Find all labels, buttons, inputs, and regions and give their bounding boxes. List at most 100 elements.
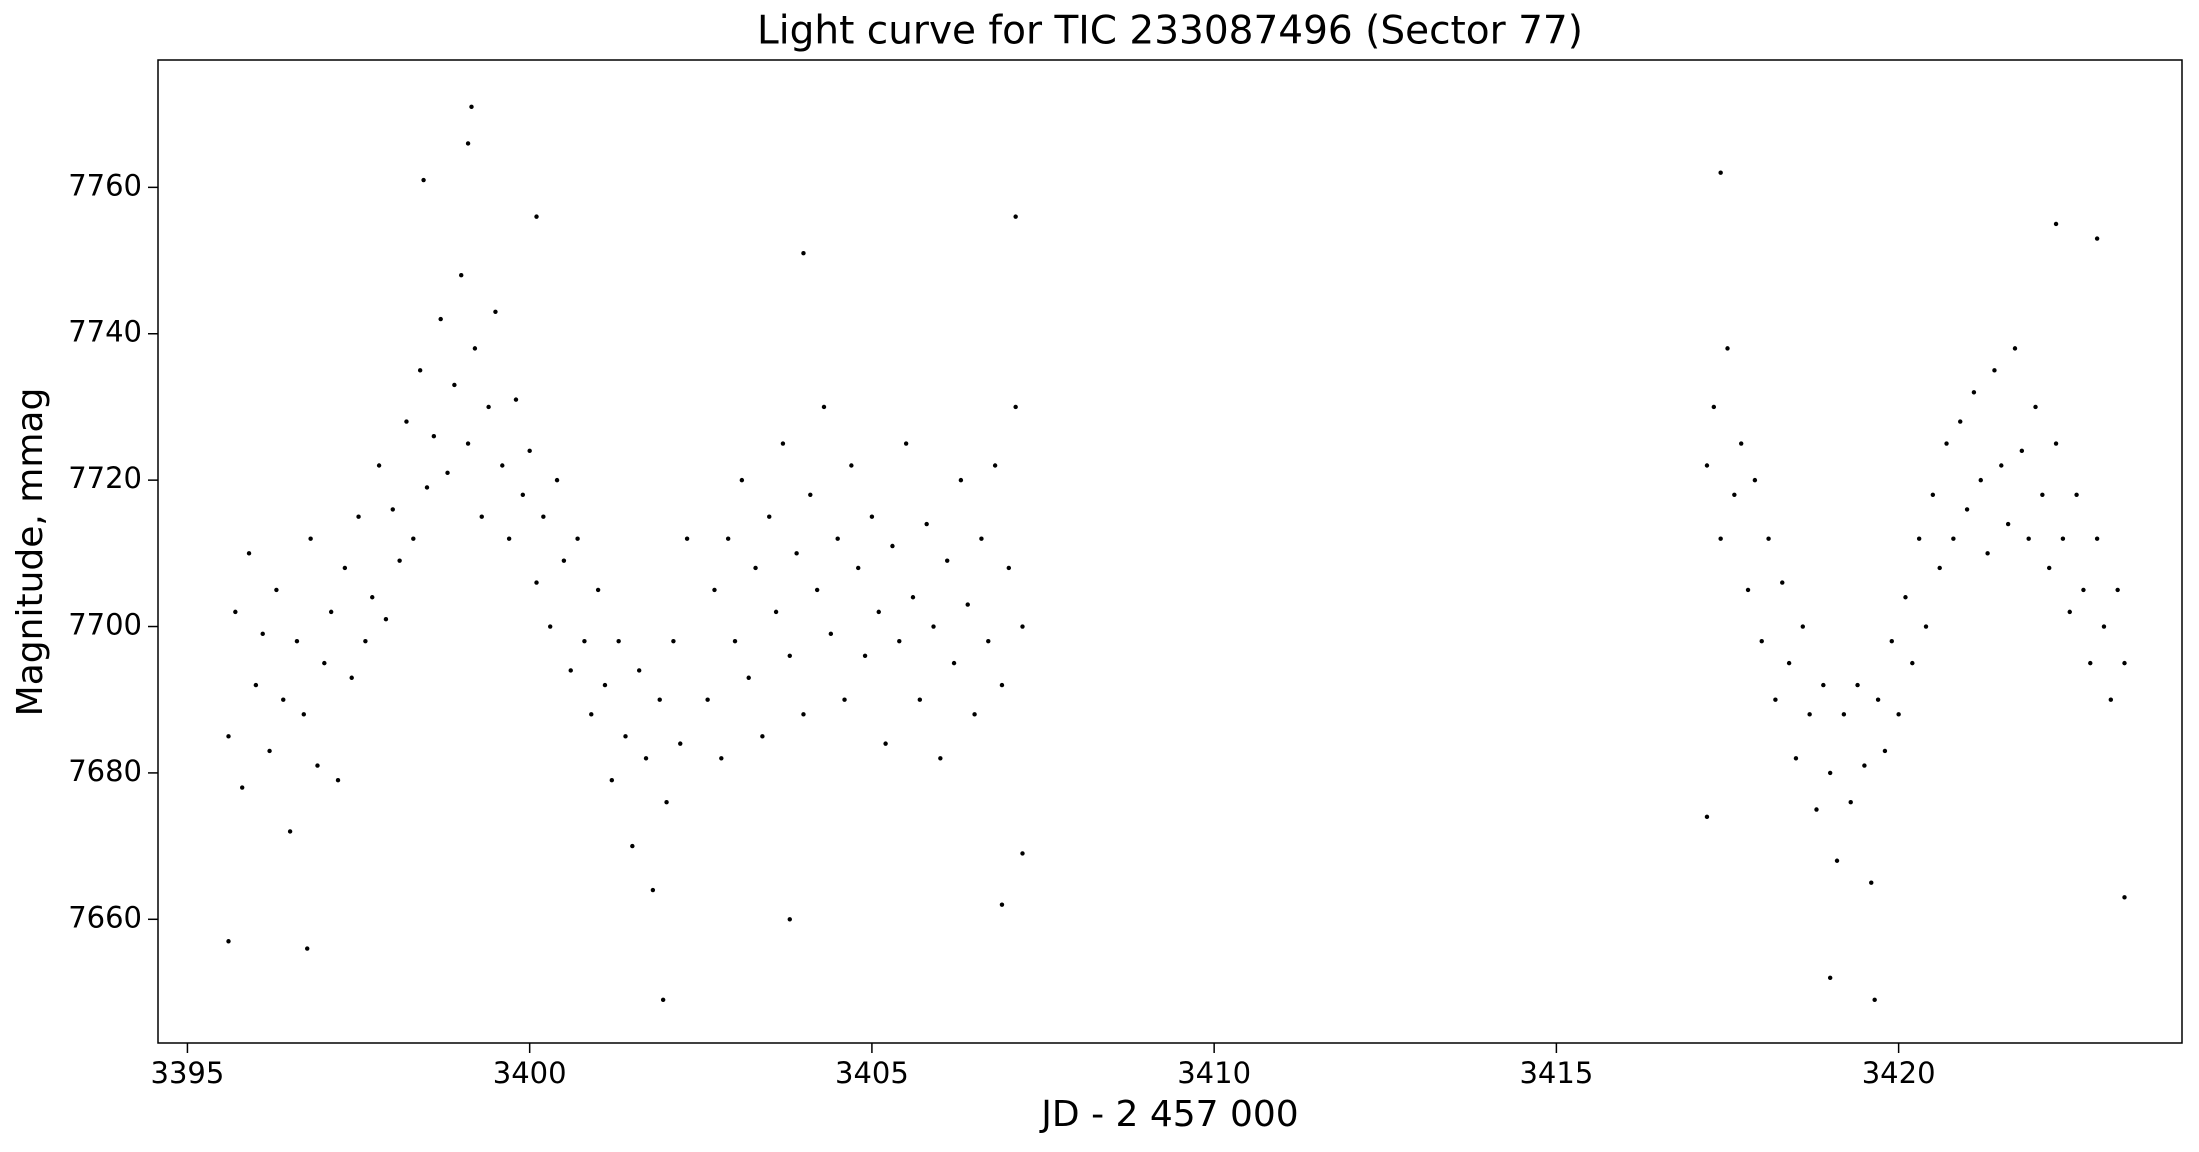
data-point: [2047, 565, 2052, 571]
data-point: [609, 778, 615, 783]
data-point: [527, 448, 532, 454]
data-point: [924, 521, 929, 527]
data-point: [1951, 536, 1956, 541]
data-point: [678, 741, 683, 746]
data-point: [1855, 682, 1860, 688]
data-point: [725, 536, 731, 541]
data-point: [404, 419, 409, 424]
data-point: [1020, 624, 1025, 629]
data-point: [1013, 214, 1018, 219]
data-point: [883, 741, 888, 746]
data-point: [554, 477, 560, 483]
data-point: [999, 902, 1005, 907]
data-point: [1711, 404, 1717, 410]
data-point: [315, 763, 320, 768]
data-point: [1020, 851, 1025, 856]
data-point: [705, 697, 710, 702]
data-point: [479, 514, 484, 519]
data-point: [958, 477, 964, 483]
data-point: [760, 734, 765, 739]
data-point: [342, 565, 348, 571]
data-point: [869, 514, 875, 519]
chart-title: Light curve for TIC 233087496 (Sector 77…: [757, 9, 1583, 54]
data-point: [1937, 565, 1942, 571]
data-point: [363, 638, 368, 644]
data-point: [938, 756, 943, 761]
data-point: [589, 712, 594, 717]
data-point: [417, 368, 423, 373]
plot-frame: [157, 59, 2183, 1044]
data-point: [308, 536, 313, 541]
data-point: [753, 565, 758, 571]
data-point: [445, 470, 450, 476]
y-tick-label: 7760: [68, 168, 142, 202]
data-point: [1875, 697, 1881, 702]
data-point: [1745, 587, 1751, 593]
data-point: [835, 536, 840, 541]
data-point: [2033, 404, 2038, 410]
data-point: [951, 660, 957, 666]
y-tick-label: 7700: [68, 608, 142, 642]
data-point: [2053, 221, 2059, 227]
data-point: [602, 682, 608, 688]
data-point: [349, 675, 354, 680]
data-point: [1718, 536, 1723, 541]
data-point: [719, 756, 724, 761]
data-point: [2012, 346, 2018, 351]
data-point: [1958, 419, 1963, 424]
data-point: [500, 463, 505, 468]
data-point: [1006, 565, 1012, 571]
x-axis-label: JD - 2 457 000: [1039, 1094, 1298, 1135]
data-point: [1834, 858, 1840, 863]
data-point: [260, 631, 265, 637]
data-point: [1807, 712, 1812, 717]
y-tick-label: 7680: [68, 754, 142, 788]
data-point: [787, 653, 792, 659]
data-point: [2122, 895, 2127, 900]
data-point: [1916, 536, 1922, 541]
data-point: [732, 638, 738, 644]
data-point: [1978, 477, 1983, 483]
data-point: [305, 946, 310, 951]
data-point: [506, 536, 512, 541]
data-point: [356, 514, 361, 519]
data-point: [465, 141, 471, 146]
data-point: [411, 536, 416, 541]
data-point: [2108, 697, 2114, 702]
data-point: [534, 214, 539, 219]
data-point: [1732, 492, 1737, 497]
data-point: [1862, 763, 1867, 768]
data-point: [630, 843, 635, 849]
data-point: [780, 441, 786, 446]
data-point: [917, 697, 923, 702]
data-point: [643, 756, 649, 761]
data-point: [397, 558, 402, 563]
data-point: [1800, 624, 1805, 629]
data-point: [582, 638, 587, 644]
data-point: [979, 536, 984, 541]
data-point: [1725, 346, 1730, 351]
data-point: [910, 595, 916, 600]
data-point: [1971, 390, 1977, 395]
data-point: [383, 617, 389, 622]
data-point: [568, 668, 573, 673]
data-point: [2005, 521, 2011, 527]
data-point: [1766, 536, 1771, 541]
data-point: [1999, 463, 2004, 468]
data-point: [2115, 587, 2120, 593]
x-tick-label: 3405: [835, 1056, 909, 1090]
data-point: [712, 587, 717, 593]
data-point: [328, 609, 334, 615]
x-tick-label: 3400: [493, 1056, 567, 1090]
data-point: [520, 492, 526, 497]
data-point: [972, 712, 977, 717]
data-point: [2101, 624, 2107, 629]
data-point: [274, 587, 279, 593]
data-point: [808, 492, 813, 497]
data-point: [2081, 587, 2086, 593]
data-point: [821, 404, 827, 410]
data-point: [390, 507, 395, 512]
data-point: [513, 397, 519, 402]
x-tick-label: 3395: [151, 1056, 225, 1090]
